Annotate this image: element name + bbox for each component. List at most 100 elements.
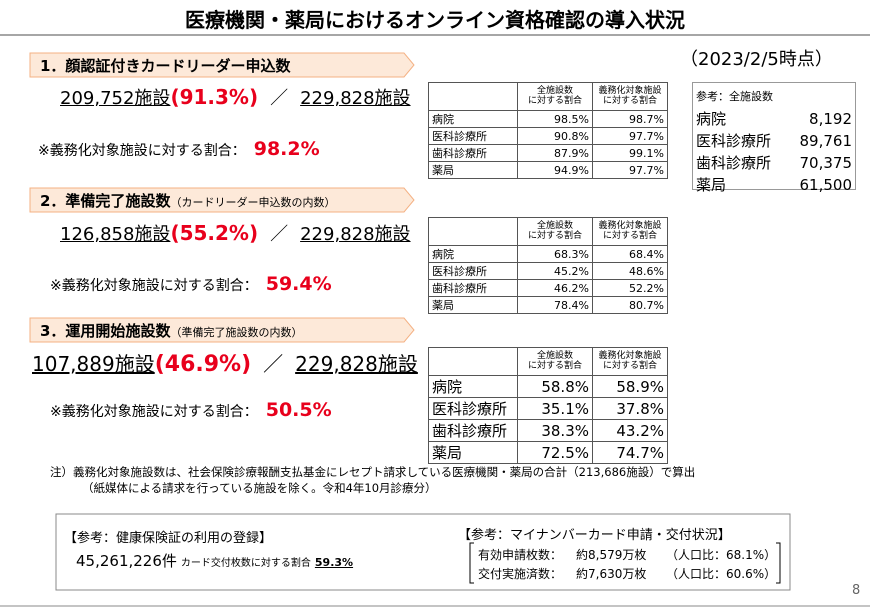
value-cell: 68.3%	[517, 245, 593, 263]
ratio-value: 50.5%	[265, 399, 332, 421]
header-cell	[428, 82, 518, 111]
separator: ／	[270, 224, 289, 245]
value-cell: 52.2%	[592, 279, 668, 297]
table-row: 医科診療所 45.2% 48.6%	[428, 262, 668, 280]
header-row: 全施設数 に対する割合 義務化対象施設 に対する割合	[428, 217, 668, 246]
value-cell: 90.8%	[517, 127, 593, 145]
value-cell: 99.1%	[592, 144, 668, 162]
heading-arrow	[29, 52, 415, 78]
heading-text: 2．準備完了施設数	[40, 192, 171, 210]
ratio-label: ※義務化対象施設に対する割合：	[50, 404, 258, 420]
value-cell: 46.2%	[517, 279, 593, 297]
page-number: 8	[852, 583, 861, 598]
label-cell: 薬局	[428, 161, 518, 179]
reference-value: 89,761	[799, 132, 853, 150]
reference-box	[55, 513, 791, 591]
total: 229,828施設	[300, 88, 411, 109]
heading-arrow	[29, 187, 415, 213]
table-row: 薬局 94.9% 97.7%	[428, 161, 668, 179]
table-row: 病院 98.5% 98.7%	[428, 110, 668, 128]
count-line: 126,858施設(55.2%) ／ 229,828施設	[60, 220, 411, 246]
note: （紙媒体による請求を行っている施設を除く。令和4年10月診療分）	[82, 481, 437, 495]
reference-row: 医科診療所 89,761	[696, 130, 852, 152]
ratio-line: ※義務化対象施設に対する割合： 50.5%	[50, 399, 332, 421]
rate-table: 全施設数 に対する割合 義務化対象施設 に対する割合 病院 58.8% 58.9% 医科診…	[428, 347, 668, 464]
header-cell: 義務化対象施設 に対する割合	[592, 217, 668, 246]
value-cell: 58.8%	[517, 375, 593, 398]
table-row: 歯科診療所 38.3% 43.2%	[428, 419, 668, 442]
rate-table: 全施設数 に対する割合 義務化対象施設 に対する割合 病院 98.5% 98.7% 医科診…	[428, 82, 668, 179]
label-cell: 病院	[428, 245, 518, 263]
header-cell	[428, 217, 518, 246]
ratio-value: 98.2%	[253, 138, 320, 160]
header-cell: 全施設数 に対する割合	[517, 82, 593, 111]
mynumber-ratio: （人口比：68.1%）	[666, 548, 777, 562]
reference-table: 参考：全施設数 病院 8,192 医科診療所 89,761 歯科診療所 70,375 薬局 61…	[692, 82, 856, 194]
mynumber-label: 交付実施済数：	[478, 567, 563, 581]
value-cell: 37.8%	[592, 397, 668, 420]
reference-value: 8,192	[809, 110, 852, 128]
total: 229,828施設	[295, 352, 418, 376]
label-cell: 病院	[428, 110, 518, 128]
header-row: 全施設数 に対する割合 義務化対象施設 に対する割合	[428, 82, 668, 111]
label-cell: 病院	[428, 375, 518, 398]
header-cell	[428, 347, 518, 376]
table-row: 病院 58.8% 58.9%	[428, 375, 668, 398]
value-cell: 43.2%	[592, 419, 668, 442]
reference-value: 70,375	[799, 154, 853, 172]
mynumber-ratio: （人口比：60.6%）	[666, 567, 777, 581]
value-cell: 97.7%	[592, 161, 668, 179]
label-cell: 歯科診療所	[428, 279, 518, 297]
value-cell: 72.5%	[517, 441, 593, 464]
ratio-line: ※義務化対象施設に対する割合： 59.4%	[50, 273, 332, 295]
insurance-title: 【参考：健康保険証の利用の登録】	[64, 531, 273, 546]
insurance-line: 45,261,226件 カード交付枚数に対する割合 59.3%	[76, 550, 353, 571]
header-cell: 義務化対象施設 に対する割合	[592, 82, 668, 111]
value-cell: 38.3%	[517, 419, 593, 442]
section-heading: 2．準備完了施設数（カードリーダー申込数の内数）	[40, 190, 335, 211]
table-row: 歯科診療所 46.2% 52.2%	[428, 279, 668, 297]
count: 209,752施設	[60, 88, 171, 109]
reference-title: 参考：全施設数	[696, 90, 773, 103]
insurance-count: 45,261,226件	[76, 552, 177, 570]
heading-text: 3．運用開始施設数	[40, 322, 171, 340]
value-cell: 80.7%	[592, 296, 668, 314]
header-cell: 全施設数 に対する割合	[517, 217, 593, 246]
header-cell: 全施設数 に対する割合	[517, 347, 593, 376]
ratio-label: ※義務化対象施設に対する割合：	[38, 143, 246, 159]
reference-label: 歯科診療所	[696, 154, 772, 172]
value-cell: 74.7%	[592, 441, 668, 464]
mynumber-value: 約7,630万枚	[576, 567, 647, 581]
mynumber-value: 約8,579万枚	[576, 548, 647, 562]
table-row: 病院 68.3% 68.4%	[428, 245, 668, 263]
label-cell: 医科診療所	[428, 262, 518, 280]
label-cell: 薬局	[428, 296, 518, 314]
count: 107,889施設	[32, 352, 155, 376]
label-cell: 医科診療所	[428, 397, 518, 420]
bracket	[469, 542, 781, 584]
reference-value: 61,500	[799, 176, 853, 194]
mynumber-label: 有効申請枚数：	[478, 548, 563, 562]
mynumber-title: 【参考：マイナンバーカード申請・交付状況】	[458, 528, 731, 543]
value-cell: 98.5%	[517, 110, 593, 128]
reference-row: 病院 8,192	[696, 108, 852, 130]
ratio-line: ※義務化対象施設に対する割合： 98.2%	[38, 138, 320, 160]
value-cell: 68.4%	[592, 245, 668, 263]
heading-note: （カードリーダー申込数の内数）	[170, 196, 336, 209]
heading-arrow	[29, 317, 415, 343]
percent: (46.9%)	[154, 352, 252, 377]
reference-label: 医科診療所	[696, 132, 772, 150]
ratio-label: ※義務化対象施設に対する割合：	[50, 278, 258, 294]
header-row: 全施設数 に対する割合 義務化対象施設 に対する割合	[428, 347, 668, 376]
reference-row: 歯科診療所 70,375	[696, 152, 852, 174]
table-row: 医科診療所 90.8% 97.7%	[428, 127, 668, 145]
insurance-ratio-label: カード交付枚数に対する割合	[180, 558, 311, 569]
table-row: 歯科診療所 87.9% 99.1%	[428, 144, 668, 162]
table-row: 医科診療所 35.1% 37.8%	[428, 397, 668, 420]
insurance-ratio-value: 59.3%	[314, 556, 354, 569]
value-cell: 45.2%	[517, 262, 593, 280]
table-row: 薬局 72.5% 74.7%	[428, 441, 668, 464]
header-cell: 義務化対象施設 に対する割合	[592, 347, 668, 376]
